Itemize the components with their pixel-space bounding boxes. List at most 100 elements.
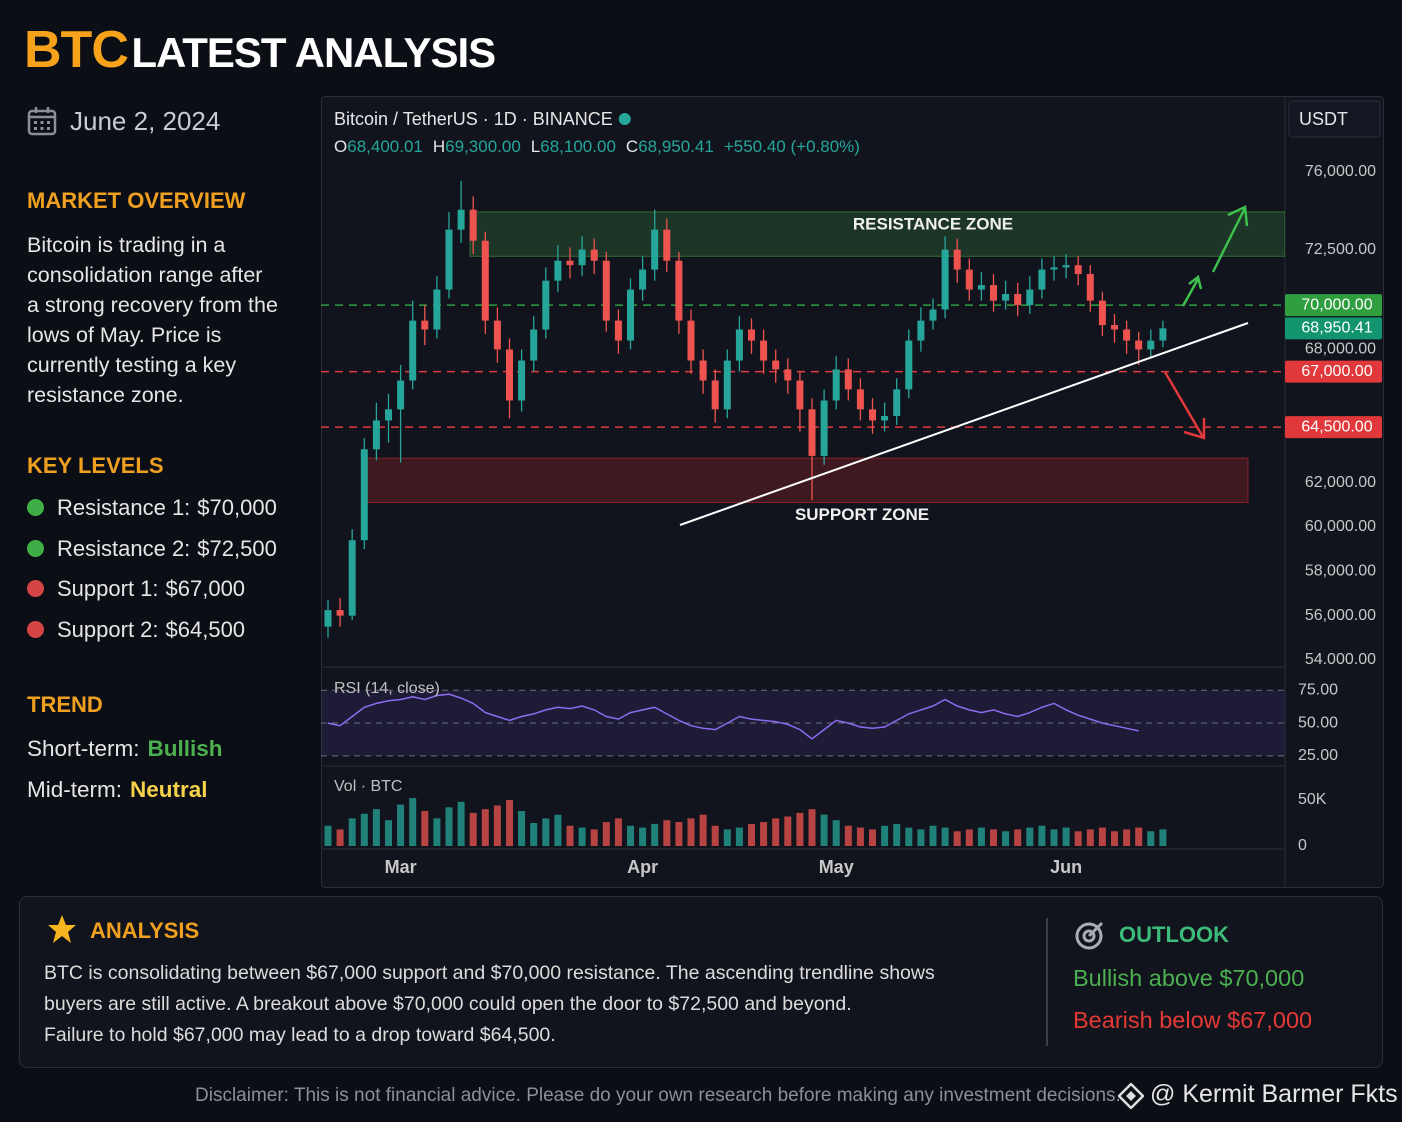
candle-body: [385, 409, 392, 421]
price-tag: [1285, 360, 1382, 383]
level-lines: [321, 304, 1285, 428]
volume-bar: [409, 798, 417, 846]
volume-bar: [893, 823, 901, 846]
volume-bar: [433, 818, 441, 846]
candle-body: [748, 329, 755, 341]
volume-bar: [385, 820, 392, 846]
level-value: $72,500: [197, 535, 277, 561]
level-value: $64,500: [165, 616, 246, 642]
candle-body: [663, 229, 671, 261]
candle-body: [687, 320, 695, 361]
candle-body: [578, 249, 586, 266]
volume-bar: [336, 829, 344, 846]
divider: [1046, 918, 1048, 1046]
target-icon: [1075, 921, 1104, 950]
volume-bar: [941, 827, 949, 846]
candle-body: [433, 289, 441, 330]
volume-bar: [772, 818, 780, 846]
candle-body: [530, 329, 538, 361]
price-tag: [1285, 416, 1382, 439]
x-tick-label: Apr: [627, 857, 658, 877]
y-tick-label: 60,000.00: [1305, 518, 1376, 535]
date: June 2, 2024: [70, 106, 221, 136]
volume-label: Vol · BTC: [334, 778, 402, 795]
price-tag-label: 64,500.00: [1301, 418, 1372, 435]
x-tick-label: Jun: [1050, 857, 1082, 877]
volume-bar: [627, 825, 634, 846]
zone-label: RESISTANCE ZONE: [853, 215, 1013, 234]
trend-item: Mid-term: Neutral: [27, 777, 208, 803]
legend-key: L: [531, 137, 540, 156]
volume-bar: [530, 822, 538, 846]
volume-bar: [1038, 825, 1046, 846]
volume-bar: [990, 829, 997, 846]
chart: USDT Bitcoin / TetherUS · 1D · BINANCE O…: [321, 96, 1384, 888]
trend-value: Bullish: [147, 736, 223, 761]
zone: [469, 211, 1285, 257]
candle-body: [1026, 289, 1034, 306]
legend-change: +550.40 (+0.80%): [724, 137, 860, 156]
volume-bar: [481, 809, 489, 846]
candle-body: [832, 369, 840, 401]
volume-bar: [917, 829, 925, 846]
trend-value: Neutral: [130, 777, 208, 802]
candle-body: [856, 389, 864, 410]
candle-body: [784, 369, 792, 381]
rsi-tick-label: 75.00: [1298, 682, 1338, 699]
volume-bar: [639, 827, 647, 846]
candle-body: [1086, 274, 1094, 301]
level-label: Resistance 2:: [57, 535, 191, 561]
zones: [364, 211, 1285, 504]
outlook-heading: OUTLOOK: [1119, 922, 1229, 947]
overview-line: a strong recovery from the: [27, 293, 278, 317]
overview-line: currently testing a key: [27, 353, 237, 377]
candle-body: [542, 280, 550, 330]
price-tag: [1285, 317, 1382, 340]
y-tick-label: 72,500.00: [1305, 241, 1376, 258]
trend-label: Mid-term:: [27, 777, 122, 802]
analysis-line: BTC is consolidating between $67,000 sup…: [44, 962, 935, 984]
candle-body: [506, 349, 513, 401]
legend-key: C: [626, 137, 638, 156]
volume-bar: [469, 812, 477, 846]
rsi-label: RSI (14, close): [334, 680, 440, 697]
volume-bar: [554, 814, 562, 846]
candle-body: [1050, 267, 1058, 270]
key-level: Support 1: $67,000: [27, 576, 245, 602]
y-tick-label: 58,000.00: [1305, 562, 1376, 579]
volume-bar: [1014, 829, 1022, 846]
legend-value: 68,100.00: [540, 137, 616, 156]
candle-body: [1038, 269, 1046, 290]
volume-bar: [602, 822, 610, 846]
currency-box: [1288, 100, 1381, 138]
candle-body: [457, 209, 465, 230]
overview-line: Bitcoin is trading in a: [27, 233, 226, 257]
volume-bar: [614, 818, 622, 846]
volume-bar: [856, 827, 864, 846]
volume-bar: [1147, 831, 1155, 846]
level-dot: [27, 620, 44, 638]
key-level: Support 2: $64,500: [27, 617, 245, 643]
level-label: Support 1:: [57, 576, 159, 601]
candle-body: [953, 249, 961, 270]
candle-body: [614, 320, 622, 341]
volume-tick-label: 0: [1298, 837, 1307, 854]
volume-bar: [518, 811, 526, 846]
candle-body: [602, 260, 610, 321]
candle-body: [1111, 325, 1118, 330]
candle-body: [493, 320, 501, 350]
volume-bar: [1123, 829, 1131, 846]
candle-body: [397, 380, 405, 410]
overview-line: consolidation range after: [27, 263, 263, 287]
candle-body: [348, 540, 356, 616]
rsi-tick-label: 25.00: [1298, 747, 1338, 764]
legend-value: 69,300.00: [445, 137, 521, 156]
volume-bar: [844, 825, 852, 846]
y-tick-label: 76,000.00: [1305, 163, 1376, 180]
candle-body: [1014, 294, 1022, 306]
volume-bar: [977, 827, 985, 846]
candle-body: [1159, 328, 1167, 341]
candle-body: [1123, 329, 1131, 341]
candle-body: [977, 285, 985, 290]
